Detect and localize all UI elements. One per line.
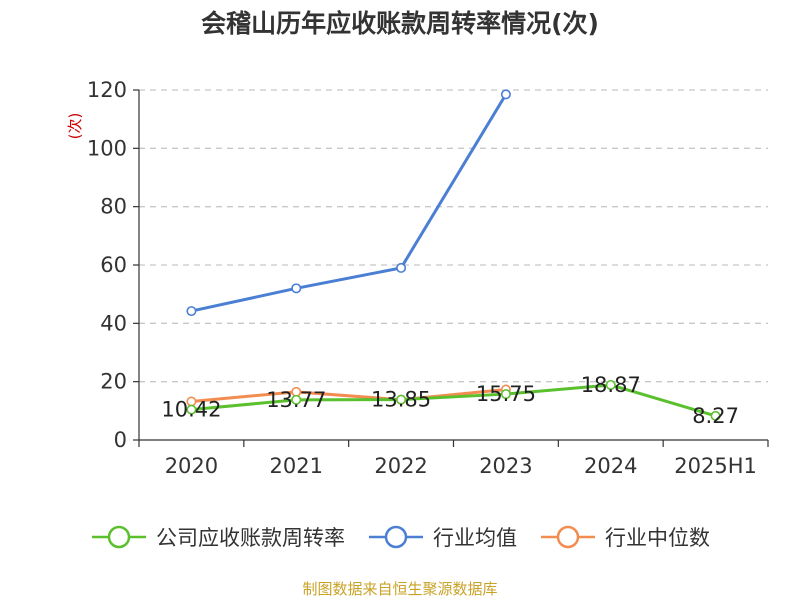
y-tick-label: 0	[114, 428, 127, 452]
x-tick-label: 2021	[270, 454, 323, 478]
data-label: 8.27	[692, 404, 739, 428]
legend-item-0[interactable]: 公司应收账款周转率	[90, 522, 345, 552]
x-tick-label: 2025H1	[674, 454, 757, 478]
data-label: 18.87	[581, 373, 641, 397]
legend-label: 公司应收账款周转率	[156, 526, 345, 550]
y-tick-label: 100	[87, 136, 127, 160]
data-point	[186, 306, 197, 317]
data-point	[396, 262, 407, 273]
legend-label: 行业中位数	[605, 526, 710, 550]
legend-marker-icon	[369, 525, 423, 549]
data-point	[500, 89, 511, 100]
data-label: 13.77	[266, 388, 326, 412]
x-tick-label: 2020	[165, 454, 218, 478]
grid-layer	[139, 89, 768, 383]
y-tick-label: 40	[100, 311, 127, 335]
data-label: 15.75	[476, 382, 536, 406]
x-tick-label: 2022	[374, 454, 427, 478]
legend-item-1[interactable]: 行业均值	[367, 522, 517, 552]
y-tick-label: 20	[100, 370, 127, 394]
data-point	[710, 410, 721, 421]
legend-marker-icon	[92, 525, 146, 549]
source-note: 制图数据来自恒生聚源数据库	[302, 580, 498, 598]
data-label: 13.85	[371, 388, 431, 412]
data-label-layer: 10.42 13.77 13.85 15.75 18.87 8.27	[161, 373, 739, 428]
series-line-1	[191, 93, 508, 313]
series-layer	[186, 89, 721, 421]
data-point	[186, 404, 197, 415]
y-axis-label: (次)	[66, 113, 84, 140]
y-tick-label: 60	[100, 253, 127, 277]
legend-label: 行业均值	[433, 526, 517, 550]
series-line-0	[191, 383, 717, 418]
series-line-2	[191, 388, 507, 403]
x-tick-label: 2023	[479, 454, 532, 478]
data-point	[291, 283, 302, 294]
legend-marker-icon	[541, 525, 595, 549]
data-point	[291, 394, 302, 405]
x-tick-label: 2024	[584, 454, 637, 478]
y-tick-label: 120	[87, 78, 127, 102]
y-tick-label: 80	[100, 195, 127, 219]
legend: 公司应收账款周转率 行业均值 行业中位数	[0, 520, 800, 554]
axis-layer: 0 20 40 60 80 100 120 2020 2021 2022 2023 2024 2025H…	[66, 78, 769, 478]
data-point	[500, 389, 511, 400]
legend-item-2[interactable]: 行业中位数	[539, 522, 710, 552]
data-label: 10.42	[161, 398, 221, 422]
data-point	[396, 394, 407, 405]
chart-title: 会稽山历年应收账款周转率情况(次)	[201, 9, 599, 38]
data-point	[605, 379, 616, 390]
